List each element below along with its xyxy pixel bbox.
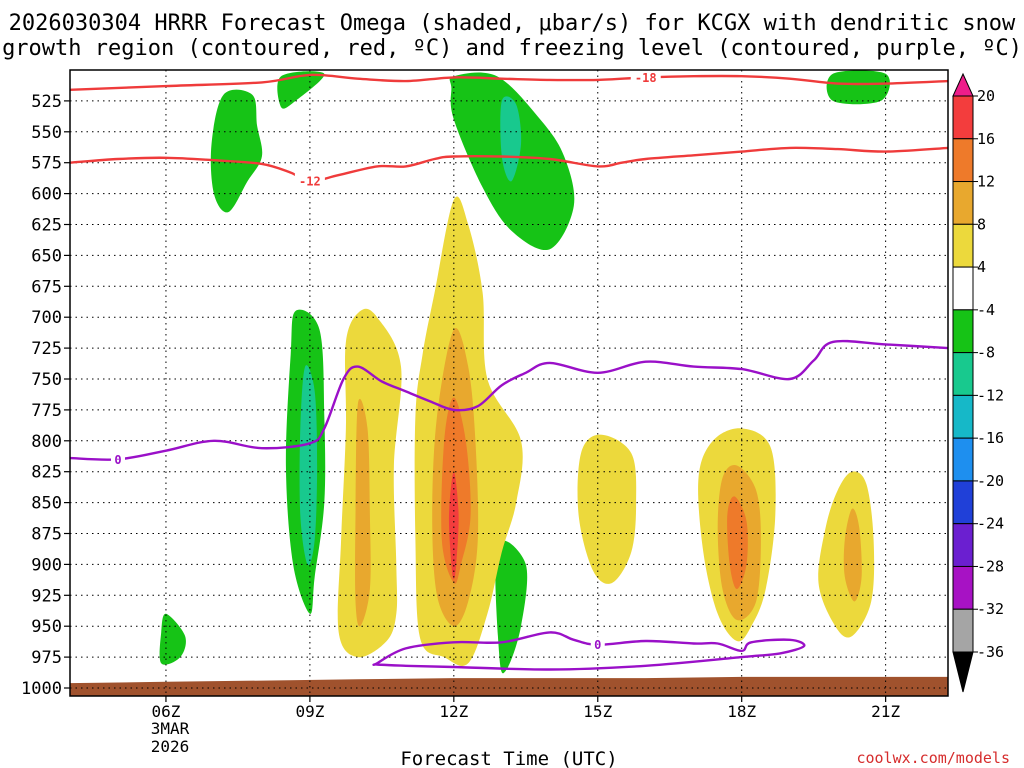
- y-tick-label: 750: [31, 370, 62, 390]
- colorbar-top-tip: [952, 72, 974, 97]
- colorbar-label: -24: [977, 515, 1004, 533]
- chart-title-line2: growth region (contoured, red, ºC) and f…: [2, 36, 1022, 61]
- omega-region: [337, 308, 402, 658]
- colorbar-label: -4: [977, 301, 995, 319]
- y-tick-label: 825: [31, 463, 62, 483]
- y-tick-label: 975: [31, 648, 62, 668]
- colorbar-swatch: [952, 138, 974, 183]
- omega-region: [355, 398, 371, 627]
- x-axis: 06Z 09Z 12Z 15Z 18Z 21Z: [152, 696, 900, 721]
- omega-region: [299, 365, 318, 566]
- plot-frame: [69, 69, 949, 697]
- colorbar-label: -16: [977, 429, 1004, 447]
- red-contour-label-bg: [294, 173, 325, 190]
- y-tick-label: 625: [31, 216, 62, 236]
- y-tick-label: 650: [31, 246, 62, 266]
- y-tick-label: 525: [31, 92, 62, 112]
- colorbar-swatch: [952, 309, 974, 354]
- plot-area: -18 -12 0 0: [70, 70, 948, 696]
- y-tick-label: 900: [31, 555, 62, 575]
- purple-contour-label-bg: [110, 451, 125, 468]
- y-tick-label: 850: [31, 494, 62, 514]
- y-tick-label: 1000: [21, 679, 62, 699]
- credit-text: coolwx.com/models: [856, 749, 1010, 767]
- terrain-fill: [70, 676, 948, 696]
- colorbar-label: -12: [977, 386, 1004, 404]
- red-contour-label: -12: [299, 175, 321, 189]
- colorbar-swatch: [952, 480, 974, 525]
- purple-contour: [372, 631, 806, 671]
- colorbar-swatch: [952, 394, 974, 439]
- x-axis-label: Forecast Time (UTC): [400, 748, 617, 768]
- date-label-day: 3MAR: [151, 719, 190, 738]
- colorbar-label: -8: [977, 344, 995, 362]
- chart-title-line1: 2026030304 HRRR Forecast Omega (shaded, …: [9, 11, 1016, 36]
- omega-region: [843, 508, 862, 602]
- y-tick-label: 875: [31, 525, 62, 545]
- colorbar-label: 4: [977, 258, 986, 276]
- date-label-year: 2026: [151, 737, 190, 756]
- red-contour-label-bg: [630, 70, 661, 86]
- omega-region: [826, 70, 890, 105]
- x-tick-label: 12Z: [439, 702, 468, 721]
- colorbar-swatch: [952, 437, 974, 482]
- colorbar-swatch: [952, 608, 974, 653]
- colorbar-bottom-tip: [952, 651, 974, 693]
- y-tick-label: 725: [31, 339, 62, 359]
- y-tick-label: 775: [31, 401, 62, 421]
- colorbar-swatch: [952, 266, 974, 311]
- colorbar-label: 16: [977, 130, 995, 148]
- colorbar-label: -36: [977, 643, 1004, 661]
- omega-region: [577, 434, 637, 584]
- colorbar-swatch: [952, 565, 974, 610]
- colorbar-swatch: [952, 352, 974, 396]
- omega-region: [727, 496, 748, 590]
- y-tick-label: 550: [31, 123, 62, 143]
- contours: -18 -12 0 0: [70, 70, 948, 671]
- colorbar-label: -32: [977, 600, 1004, 618]
- colorbar-label: -28: [977, 557, 1004, 575]
- purple-contour-label: 0: [594, 638, 601, 652]
- purple-contour: [70, 339, 948, 461]
- colorbar-label: 8: [977, 215, 986, 233]
- y-tick-label: 575: [31, 154, 62, 174]
- y-tick-label: 675: [31, 277, 62, 297]
- y-tick-label: 950: [31, 617, 62, 637]
- colorbar-label: 12: [977, 173, 995, 191]
- red-contour: [70, 146, 948, 183]
- x-tick-label: 21Z: [871, 702, 900, 721]
- y-tick-label: 800: [31, 432, 62, 452]
- colorbar-swatch: [952, 223, 974, 268]
- gridlines: [70, 70, 948, 696]
- colorbar: 20 16 12 8 4 -4 -8 -12 -16 -20 -24 -28 -32 -36: [952, 72, 1004, 693]
- y-tick-label: 600: [31, 185, 62, 205]
- red-contour-label: -18: [635, 71, 657, 85]
- colorbar-swatch: [952, 95, 974, 140]
- purple-contour-label-bg: [590, 636, 605, 653]
- omega-region: [500, 96, 522, 182]
- colorbar-label: 20: [977, 87, 995, 105]
- terrain: [70, 676, 948, 696]
- omega-shading: [159, 70, 890, 674]
- y-axis: 525 550 575 600 625 650 675 700 725 750 775 800 825 8…: [21, 92, 70, 699]
- colorbar-label: -20: [977, 472, 1004, 490]
- omega-region: [495, 540, 528, 674]
- y-tick-label: 925: [31, 586, 62, 606]
- red-contour: [70, 73, 948, 91]
- colorbar-swatch: [952, 181, 974, 225]
- x-tick-label: 06Z: [152, 702, 181, 721]
- y-tick-label: 700: [31, 308, 62, 328]
- colorbar-swatch: [952, 523, 974, 567]
- x-tick-label: 15Z: [583, 702, 612, 721]
- purple-contour-label: 0: [114, 453, 121, 467]
- omega-region: [448, 471, 459, 580]
- x-tick-label: 18Z: [727, 702, 756, 721]
- omega-region: [210, 89, 263, 213]
- x-tick-label: 09Z: [295, 702, 324, 721]
- omega-region: [277, 71, 325, 109]
